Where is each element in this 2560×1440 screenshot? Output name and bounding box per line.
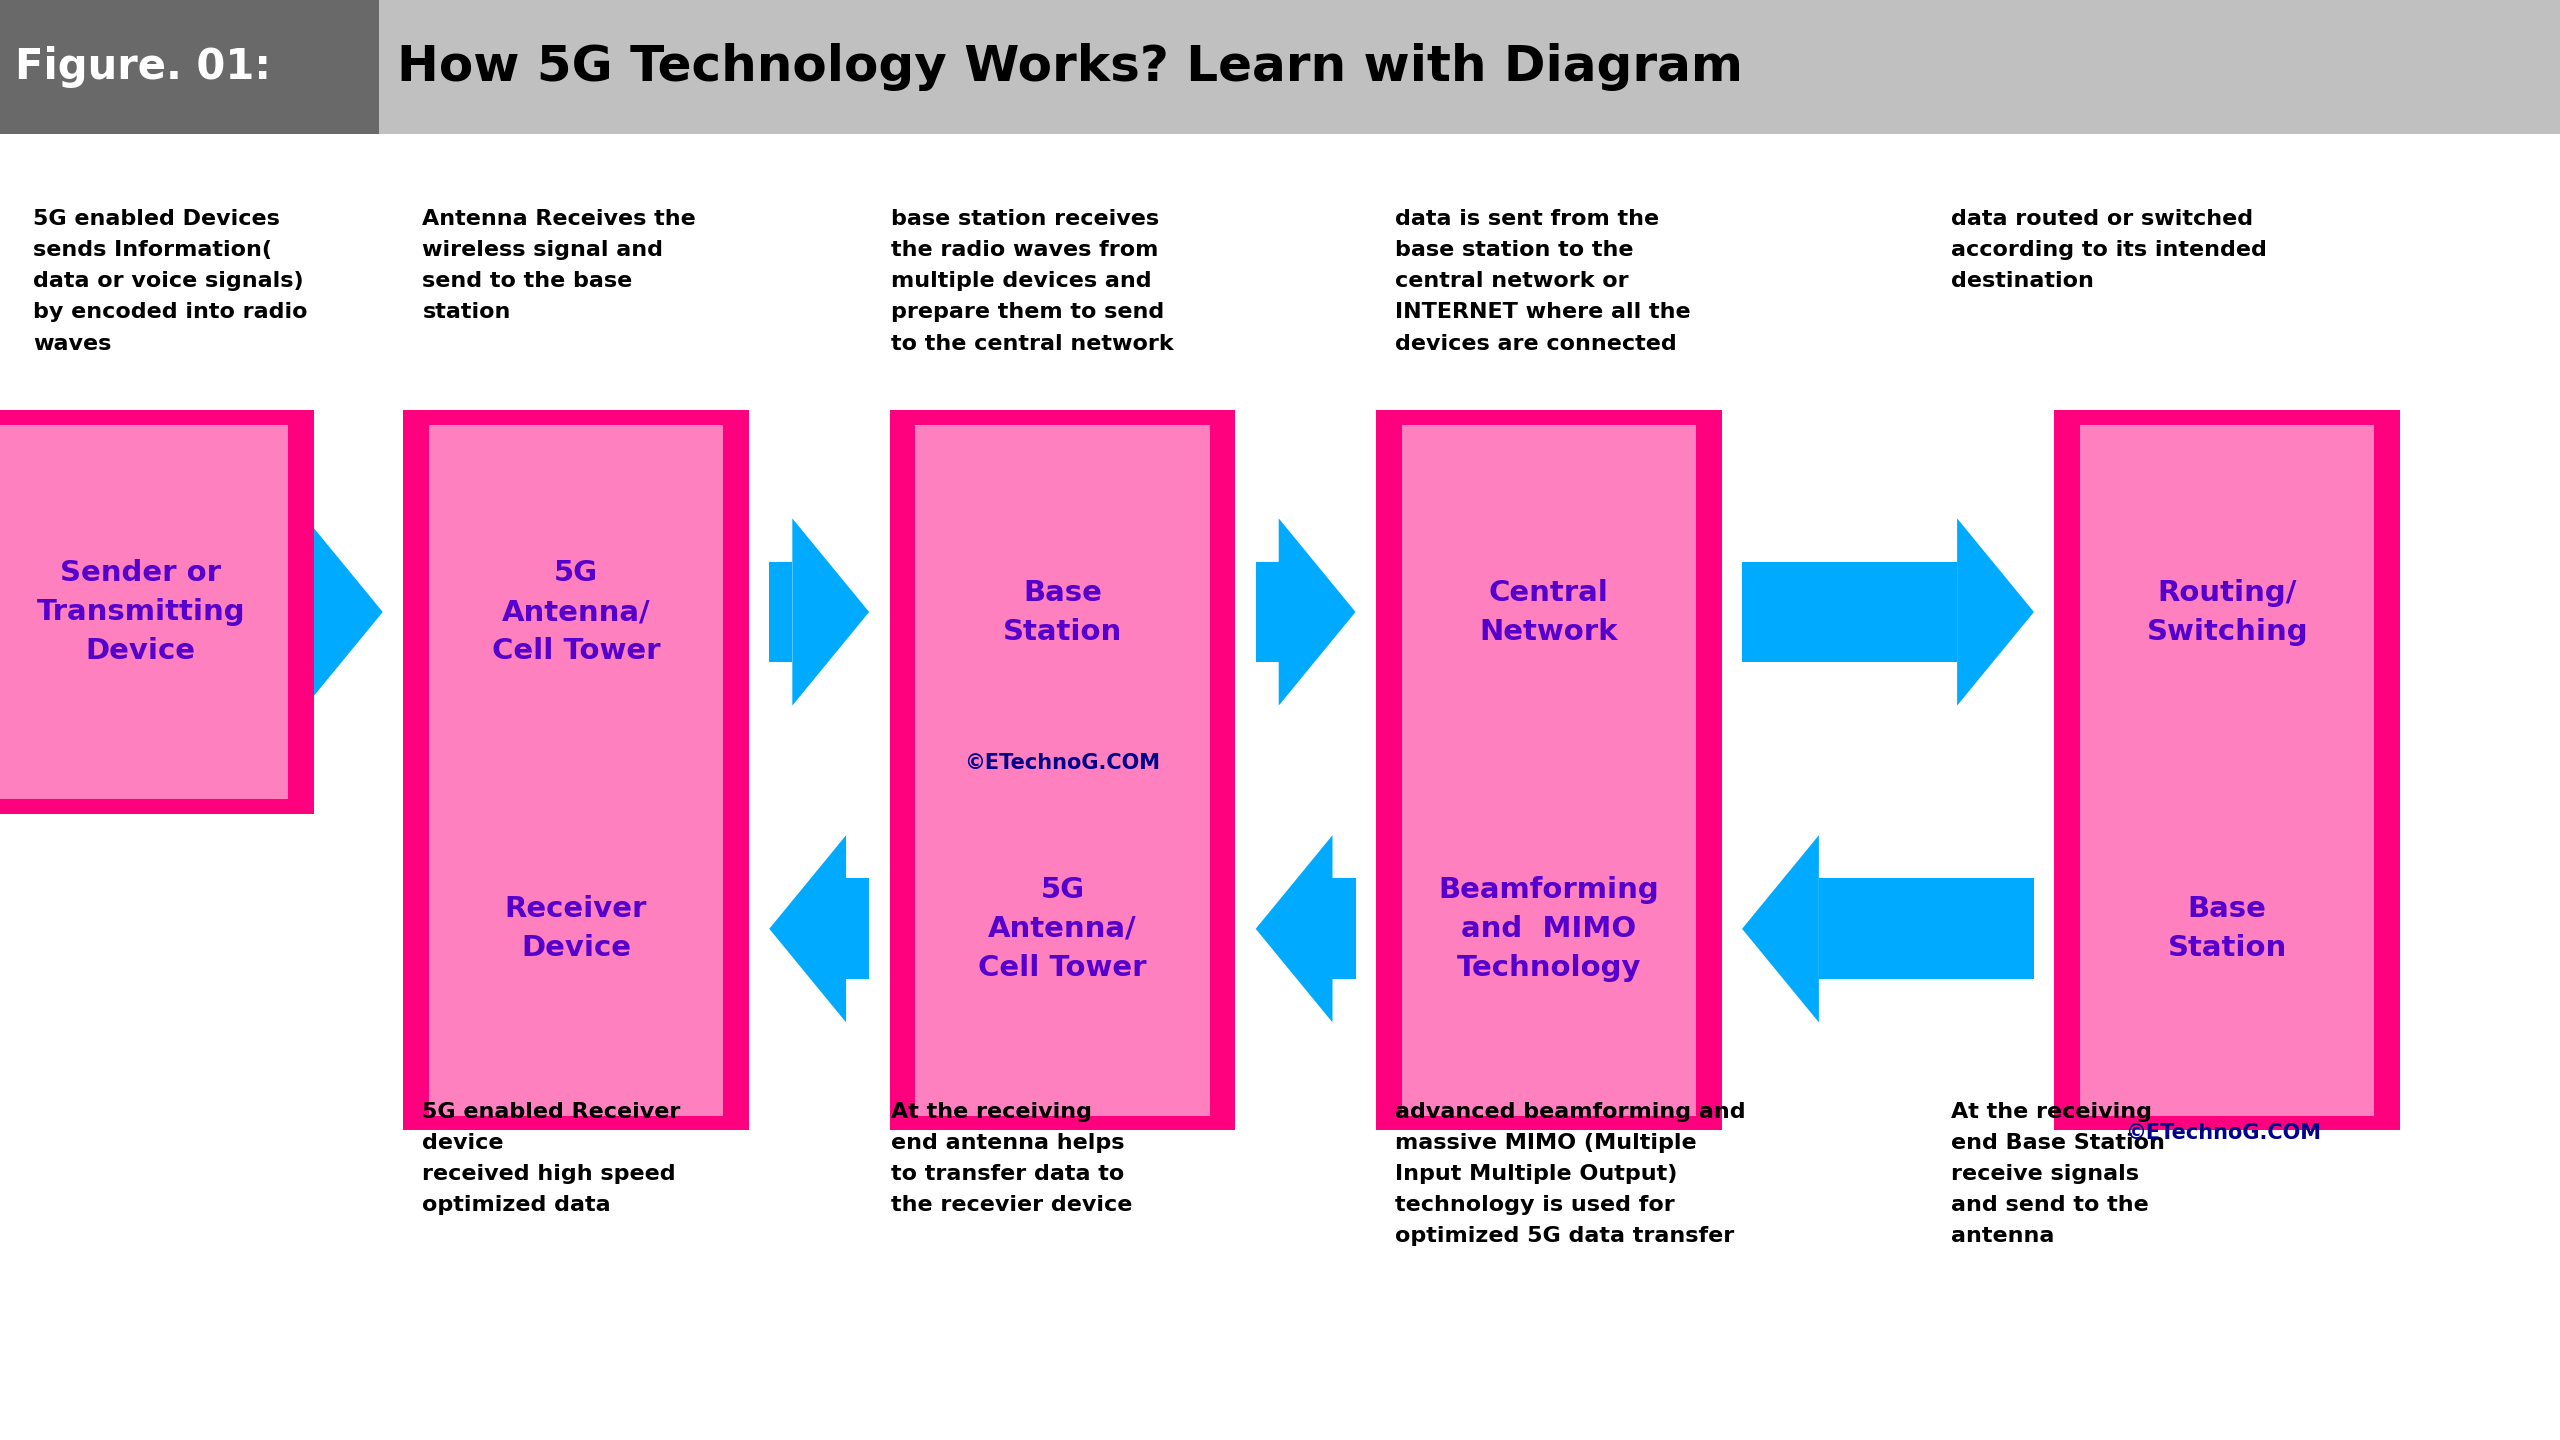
Text: data routed or switched
according to its intended
destination: data routed or switched according to its… (1951, 209, 2266, 291)
Text: advanced beamforming and
massive MIMO (Multiple
Input Multiple Output)
technolog: advanced beamforming and massive MIMO (M… (1395, 1102, 1746, 1247)
Bar (2056, 410, 2401, 814)
Text: Sender or
Transmitting
Device: Sender or Transmitting Device (36, 559, 246, 665)
Bar (430, 425, 724, 799)
Text: Central
Network: Central Network (1480, 579, 1618, 645)
Bar (2079, 742, 2376, 1116)
Bar (1257, 562, 1280, 662)
Text: base station receives
the radio waves from
multiple devices and
prepare them to : base station receives the radio waves fr… (891, 209, 1172, 354)
Bar (1377, 727, 1720, 1130)
Polygon shape (768, 835, 845, 1022)
Bar (1377, 410, 1720, 814)
Bar (430, 742, 724, 1116)
Polygon shape (307, 518, 384, 706)
Polygon shape (794, 518, 868, 706)
Bar (845, 878, 868, 979)
Polygon shape (1741, 835, 1820, 1022)
Bar (307, 562, 335, 662)
Text: 5G enabled Devices
sends Information(
data or voice signals)
by encoded into rad: 5G enabled Devices sends Information( da… (33, 209, 307, 354)
Bar (0, 0, 379, 134)
Bar (2079, 425, 2376, 799)
Bar (1403, 425, 1697, 799)
Text: 5G enabled Receiver
device
received high speed
optimized data: 5G enabled Receiver device received high… (422, 1102, 681, 1215)
Polygon shape (1277, 518, 1357, 706)
Bar (404, 727, 748, 1130)
Polygon shape (2158, 651, 2299, 716)
Text: How 5G Technology Works? Learn with Diagram: How 5G Technology Works? Learn with Diag… (397, 43, 1743, 91)
Bar (404, 410, 748, 814)
Bar (891, 410, 1234, 814)
Bar (891, 727, 1234, 1130)
Bar (2204, 651, 2250, 825)
Text: Receiver
Device: Receiver Device (504, 896, 648, 962)
Bar (1741, 562, 1956, 662)
Text: ©ETechnoG.COM: ©ETechnoG.COM (965, 753, 1160, 773)
Text: Routing/
Switching: Routing/ Switching (2145, 579, 2309, 645)
Text: Beamforming
and  MIMO
Technology: Beamforming and MIMO Technology (1439, 876, 1659, 982)
Bar (0, 425, 287, 799)
Bar (1820, 878, 2035, 979)
Text: Antenna Receives the
wireless signal and
send to the base
station: Antenna Receives the wireless signal and… (422, 209, 696, 323)
Bar (916, 742, 1208, 1116)
Polygon shape (1257, 835, 1334, 1022)
Bar (1403, 742, 1697, 1116)
Text: 5G
Antenna/
Cell Tower: 5G Antenna/ Cell Tower (978, 876, 1147, 982)
Text: 5G
Antenna/
Cell Tower: 5G Antenna/ Cell Tower (492, 559, 660, 665)
Text: data is sent from the
base station to the
central network or
INTERNET where all : data is sent from the base station to th… (1395, 209, 1690, 354)
Text: Figure. 01:: Figure. 01: (15, 46, 271, 88)
Text: At the receiving
end Base Station
receive signals
and send to the
antenna: At the receiving end Base Station receiv… (1951, 1102, 2166, 1247)
Text: Base
Station: Base Station (2168, 896, 2286, 962)
Text: ©ETechnoG.COM: ©ETechnoG.COM (2125, 1123, 2322, 1143)
Bar (1334, 878, 1357, 979)
Bar (768, 562, 794, 662)
Text: Base
Station: Base Station (1004, 579, 1121, 645)
Bar (2056, 727, 2401, 1130)
Polygon shape (1956, 518, 2035, 706)
Bar (379, 0, 2560, 134)
Text: At the receiving
end antenna helps
to transfer data to
the recevier device: At the receiving end antenna helps to tr… (891, 1102, 1132, 1215)
Bar (916, 425, 1208, 799)
Bar (0, 410, 315, 814)
